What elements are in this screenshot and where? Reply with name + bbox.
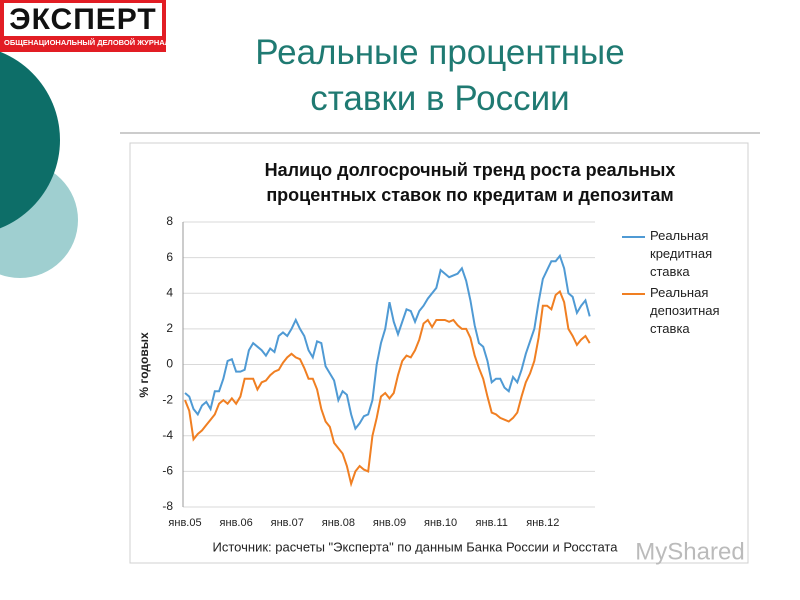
x-tick-label: янв.09 <box>373 517 406 529</box>
y-tick-label: 0 <box>166 357 173 371</box>
y-tick-label: 6 <box>166 250 173 264</box>
series-line <box>184 289 591 488</box>
watermark: MyShared <box>635 538 744 565</box>
x-tick-label: янв.12 <box>526 517 559 529</box>
x-tick-label: янв.06 <box>220 517 253 529</box>
x-tick-label: янв.07 <box>271 517 304 529</box>
y-tick-label: 8 <box>166 214 173 228</box>
y-tick-label: -2 <box>162 392 173 406</box>
y-tick-label: -8 <box>162 499 173 513</box>
decor-circle <box>0 51 60 229</box>
slide-title: Реальные процентные ставки в России <box>255 33 625 118</box>
y-tick-label: -6 <box>162 464 173 478</box>
legend-label: Реальная кредитная ставка <box>650 228 713 279</box>
y-tick-label: -4 <box>162 428 173 442</box>
chart-frame <box>129 142 749 564</box>
y-axis-label: % годовых <box>137 332 151 398</box>
legend-label: Реальная депозитная ставка <box>650 285 720 336</box>
logo-tagline: ОБЩЕНАЦИОНАЛЬНЫЙ ДЕЛОВОЙ ЖУРНАЛ <box>4 38 171 47</box>
x-tick-label: янв.08 <box>322 517 355 529</box>
chart-title: Налицо долгосрочный тренд роста реальных… <box>264 160 676 205</box>
x-tick-label: янв.10 <box>424 517 457 529</box>
y-tick-label: 4 <box>166 285 173 299</box>
y-tick-label: 2 <box>166 321 173 335</box>
source-note: Источник: расчеты "Эксперта" по данным Б… <box>213 539 619 554</box>
series-line <box>184 253 591 431</box>
x-tick-label: янв.11 <box>476 517 508 529</box>
logo: ЭКСПЕРТ ОБЩЕНАЦИОНАЛЬНЫЙ ДЕЛОВОЙ ЖУРНАЛ <box>0 0 171 52</box>
logo-name: ЭКСПЕРТ <box>4 3 162 36</box>
x-tick-label: янв.05 <box>168 517 201 529</box>
